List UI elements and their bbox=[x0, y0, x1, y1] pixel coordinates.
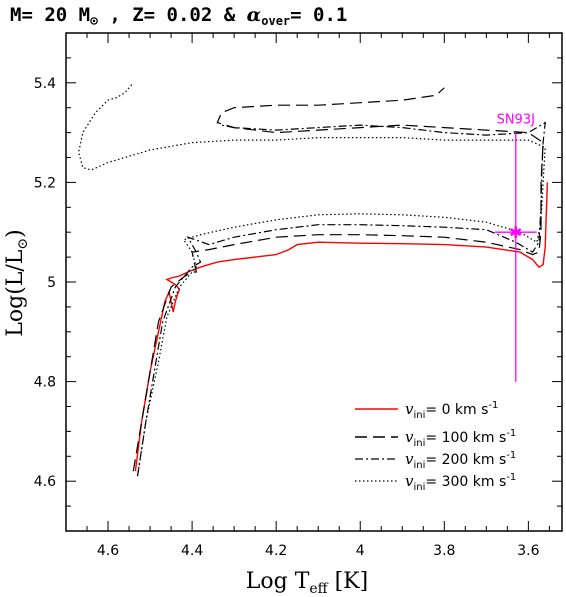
x-tick-label: 3.8 bbox=[433, 543, 455, 559]
x-tick-label: 4.4 bbox=[181, 543, 203, 559]
y-tick-label: 4.6 bbox=[34, 474, 56, 490]
axis-ticks bbox=[65, 32, 562, 532]
legend-label: vini= 100 km s-1 bbox=[405, 428, 516, 449]
legend-label: vini= 0 km s-1 bbox=[405, 400, 498, 421]
x-tick-labels: 4.6 4.4 4.2 4 3.8 3.6 bbox=[97, 543, 540, 559]
y-tick-label: 4.8 bbox=[34, 375, 56, 391]
track-solid bbox=[134, 182, 548, 472]
y-axis-title: Log(L/L⊙) bbox=[3, 229, 31, 336]
y-tick-label: 5.2 bbox=[34, 175, 56, 191]
legend: vini= 0 km s-1 vini= 100 km s-1 vini= 20… bbox=[355, 400, 516, 493]
y-tick-label: 5.4 bbox=[34, 76, 56, 92]
x-axis-title: Log Teff [K] bbox=[246, 569, 368, 597]
sn93j-marker: ✱ bbox=[509, 223, 522, 242]
sn93j-observation: ✱ SN93J bbox=[494, 113, 537, 382]
x-tick-label: 4.2 bbox=[265, 543, 287, 559]
y-tick-label: 5 bbox=[47, 275, 56, 291]
track-dashed bbox=[132, 87, 544, 472]
sn93j-label: SN93J bbox=[497, 113, 535, 128]
x-tick-label: 4.6 bbox=[97, 543, 119, 559]
x-tick-label: 4 bbox=[356, 543, 365, 559]
plot-title: M= 20 M⊙ , Z= 0.02 & αover= 0.1 bbox=[10, 4, 347, 29]
x-tick-label: 3.6 bbox=[517, 543, 539, 559]
legend-label: vini= 200 km s-1 bbox=[405, 450, 516, 471]
series-layer bbox=[77, 82, 548, 477]
y-tick-labels: 4.6 4.8 5 5.2 5.4 bbox=[34, 76, 56, 490]
legend-label: vini= 300 km s-1 bbox=[405, 472, 516, 493]
track-dashdot bbox=[136, 121, 546, 477]
track-dotted bbox=[77, 82, 546, 477]
